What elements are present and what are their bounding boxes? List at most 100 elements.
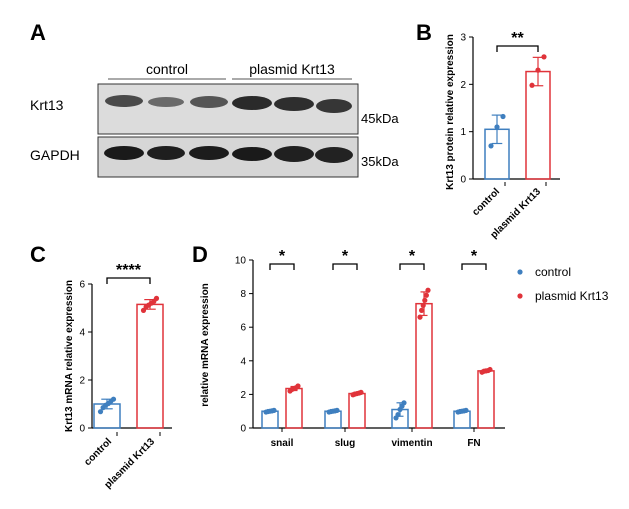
b-plasmid-data-point [529, 82, 535, 88]
c-control-data-point [97, 409, 104, 415]
d-plasmid-data-point [417, 314, 423, 320]
d-control-data-point [401, 400, 407, 406]
blot-gapdh-band [232, 147, 272, 161]
blot-gapdh-band [147, 146, 185, 160]
b-tick-label: 1 [460, 127, 466, 138]
d-category-label: slug [335, 438, 356, 449]
legend-label-plasmid: plasmid Krt13 [535, 289, 609, 303]
b-plasmid-data-point [535, 67, 541, 73]
legend-label-control: control [535, 265, 571, 279]
b-tick-label: 0 [460, 175, 466, 186]
d-significance-label: * [279, 248, 286, 265]
panel-letter-b: B [416, 20, 432, 45]
d-plasmid-data-point [425, 287, 431, 293]
d-significance-label: * [409, 248, 416, 265]
d-category-label: FN [467, 438, 480, 449]
d-significance-label: * [342, 248, 349, 265]
d-tick-label: 2 [240, 390, 246, 401]
panel-c: C Krt13 mRNA relative expression 0 2 4 6 ***… [30, 242, 172, 491]
d-tick-label: 6 [240, 323, 246, 334]
ylabel-c: Krt13 mRNA relative expression [64, 280, 75, 432]
d-plasmid-data-point [487, 366, 493, 373]
band-size-krt13: 45kDa [361, 111, 399, 126]
blot-krt13-band [274, 97, 314, 111]
d-control-data-point [463, 407, 469, 413]
d-plasmid-data-point [358, 389, 364, 395]
c-tick-label: 4 [79, 328, 85, 339]
c-tick-label: 2 [79, 376, 85, 387]
blot-krt13-band [148, 97, 184, 107]
blot-gapdh [97, 136, 359, 178]
d-plasmid-data-point [295, 383, 301, 389]
blot-gapdh-band [189, 146, 229, 160]
d-significance-bracket [461, 263, 487, 270]
d-significance-bracket [269, 263, 295, 270]
b-control-data-point [488, 143, 494, 149]
panel-d: D relative mRNA expression control plasm… [192, 242, 609, 449]
c-significance-bracket [106, 277, 151, 284]
group-label-plasmid: plasmid Krt13 [249, 61, 335, 77]
blot-gapdh-band [274, 146, 314, 162]
blot-gapdh-band [104, 146, 144, 160]
legend-marker-control [517, 269, 523, 275]
b-significance-label: ** [511, 30, 524, 47]
blot-gapdh-background [97, 136, 359, 178]
ylabel-b: Krt13 protein relative expression [445, 34, 456, 190]
c-significance-label: **** [116, 262, 142, 279]
blot-krt13-band [105, 95, 143, 107]
d-plasmid-bar [348, 392, 366, 429]
d-plasmid-data-point [423, 292, 429, 298]
legend: control plasmid Krt13 [517, 265, 609, 303]
d-significance-bracket [399, 263, 425, 270]
c-category-label: control [82, 436, 114, 468]
ylabel-d: relative mRNA expression [200, 283, 211, 407]
d-plasmid-bar [415, 302, 433, 429]
d-plasmid-data-point [419, 307, 425, 313]
band-label-krt13: Krt13 [30, 97, 64, 113]
c-plasmid-data-point [153, 295, 160, 301]
blot-krt13-band [190, 96, 228, 108]
c-tick-label: 6 [79, 280, 85, 291]
d-tick-label: 10 [235, 256, 247, 267]
blot-krt13-band [232, 96, 272, 110]
b-category-label: control [470, 186, 502, 218]
blot-gapdh-band [315, 147, 353, 163]
b-tick-label: 2 [460, 80, 466, 91]
c-plasmid-data-point [140, 307, 147, 313]
d-control-data-point [271, 407, 277, 413]
b-control-data-point [494, 124, 500, 130]
d-control-data-point [395, 411, 401, 418]
d-plasmid-data-point [420, 302, 426, 308]
group-label-control: control [146, 61, 188, 77]
d-plasmid-data-point [422, 297, 428, 303]
panel-letter-d: D [192, 242, 208, 267]
d-significance-label: * [471, 248, 478, 265]
d-significance-bracket [332, 263, 358, 270]
panel-a: A control plasmid Krt13 Krt13 45kDa GAPD… [30, 20, 399, 178]
b-significance-bracket [496, 45, 539, 52]
d-plasmid-bar [477, 370, 495, 429]
b-plasmid-bar [525, 70, 551, 180]
d-category-label: vimentin [391, 438, 432, 449]
c-control-data-point [110, 396, 117, 402]
legend-marker-plasmid [517, 293, 523, 299]
d-control-data-point [334, 407, 340, 413]
b-plasmid-data-point [541, 54, 547, 60]
band-label-gapdh: GAPDH [30, 147, 80, 163]
c-tick-label: 0 [79, 424, 85, 435]
panel-b: B Krt13 protein relative expression 0 1 2 3… [416, 20, 560, 241]
d-tick-label: 4 [240, 356, 246, 367]
panel-letter-c: C [30, 242, 46, 267]
blot-krt13-band [316, 99, 352, 113]
blot-krt13 [97, 83, 359, 135]
c-plasmid-bar [136, 303, 164, 429]
panel-letter-a: A [30, 20, 46, 45]
blot-krt13-background [97, 83, 359, 135]
band-size-gapdh: 35kDa [361, 154, 399, 169]
d-tick-label: 0 [240, 424, 246, 435]
d-tick-label: 8 [240, 289, 246, 300]
b-tick-label: 3 [460, 33, 466, 44]
d-plasmid-bar [285, 387, 303, 429]
b-control-data-point [500, 113, 506, 120]
